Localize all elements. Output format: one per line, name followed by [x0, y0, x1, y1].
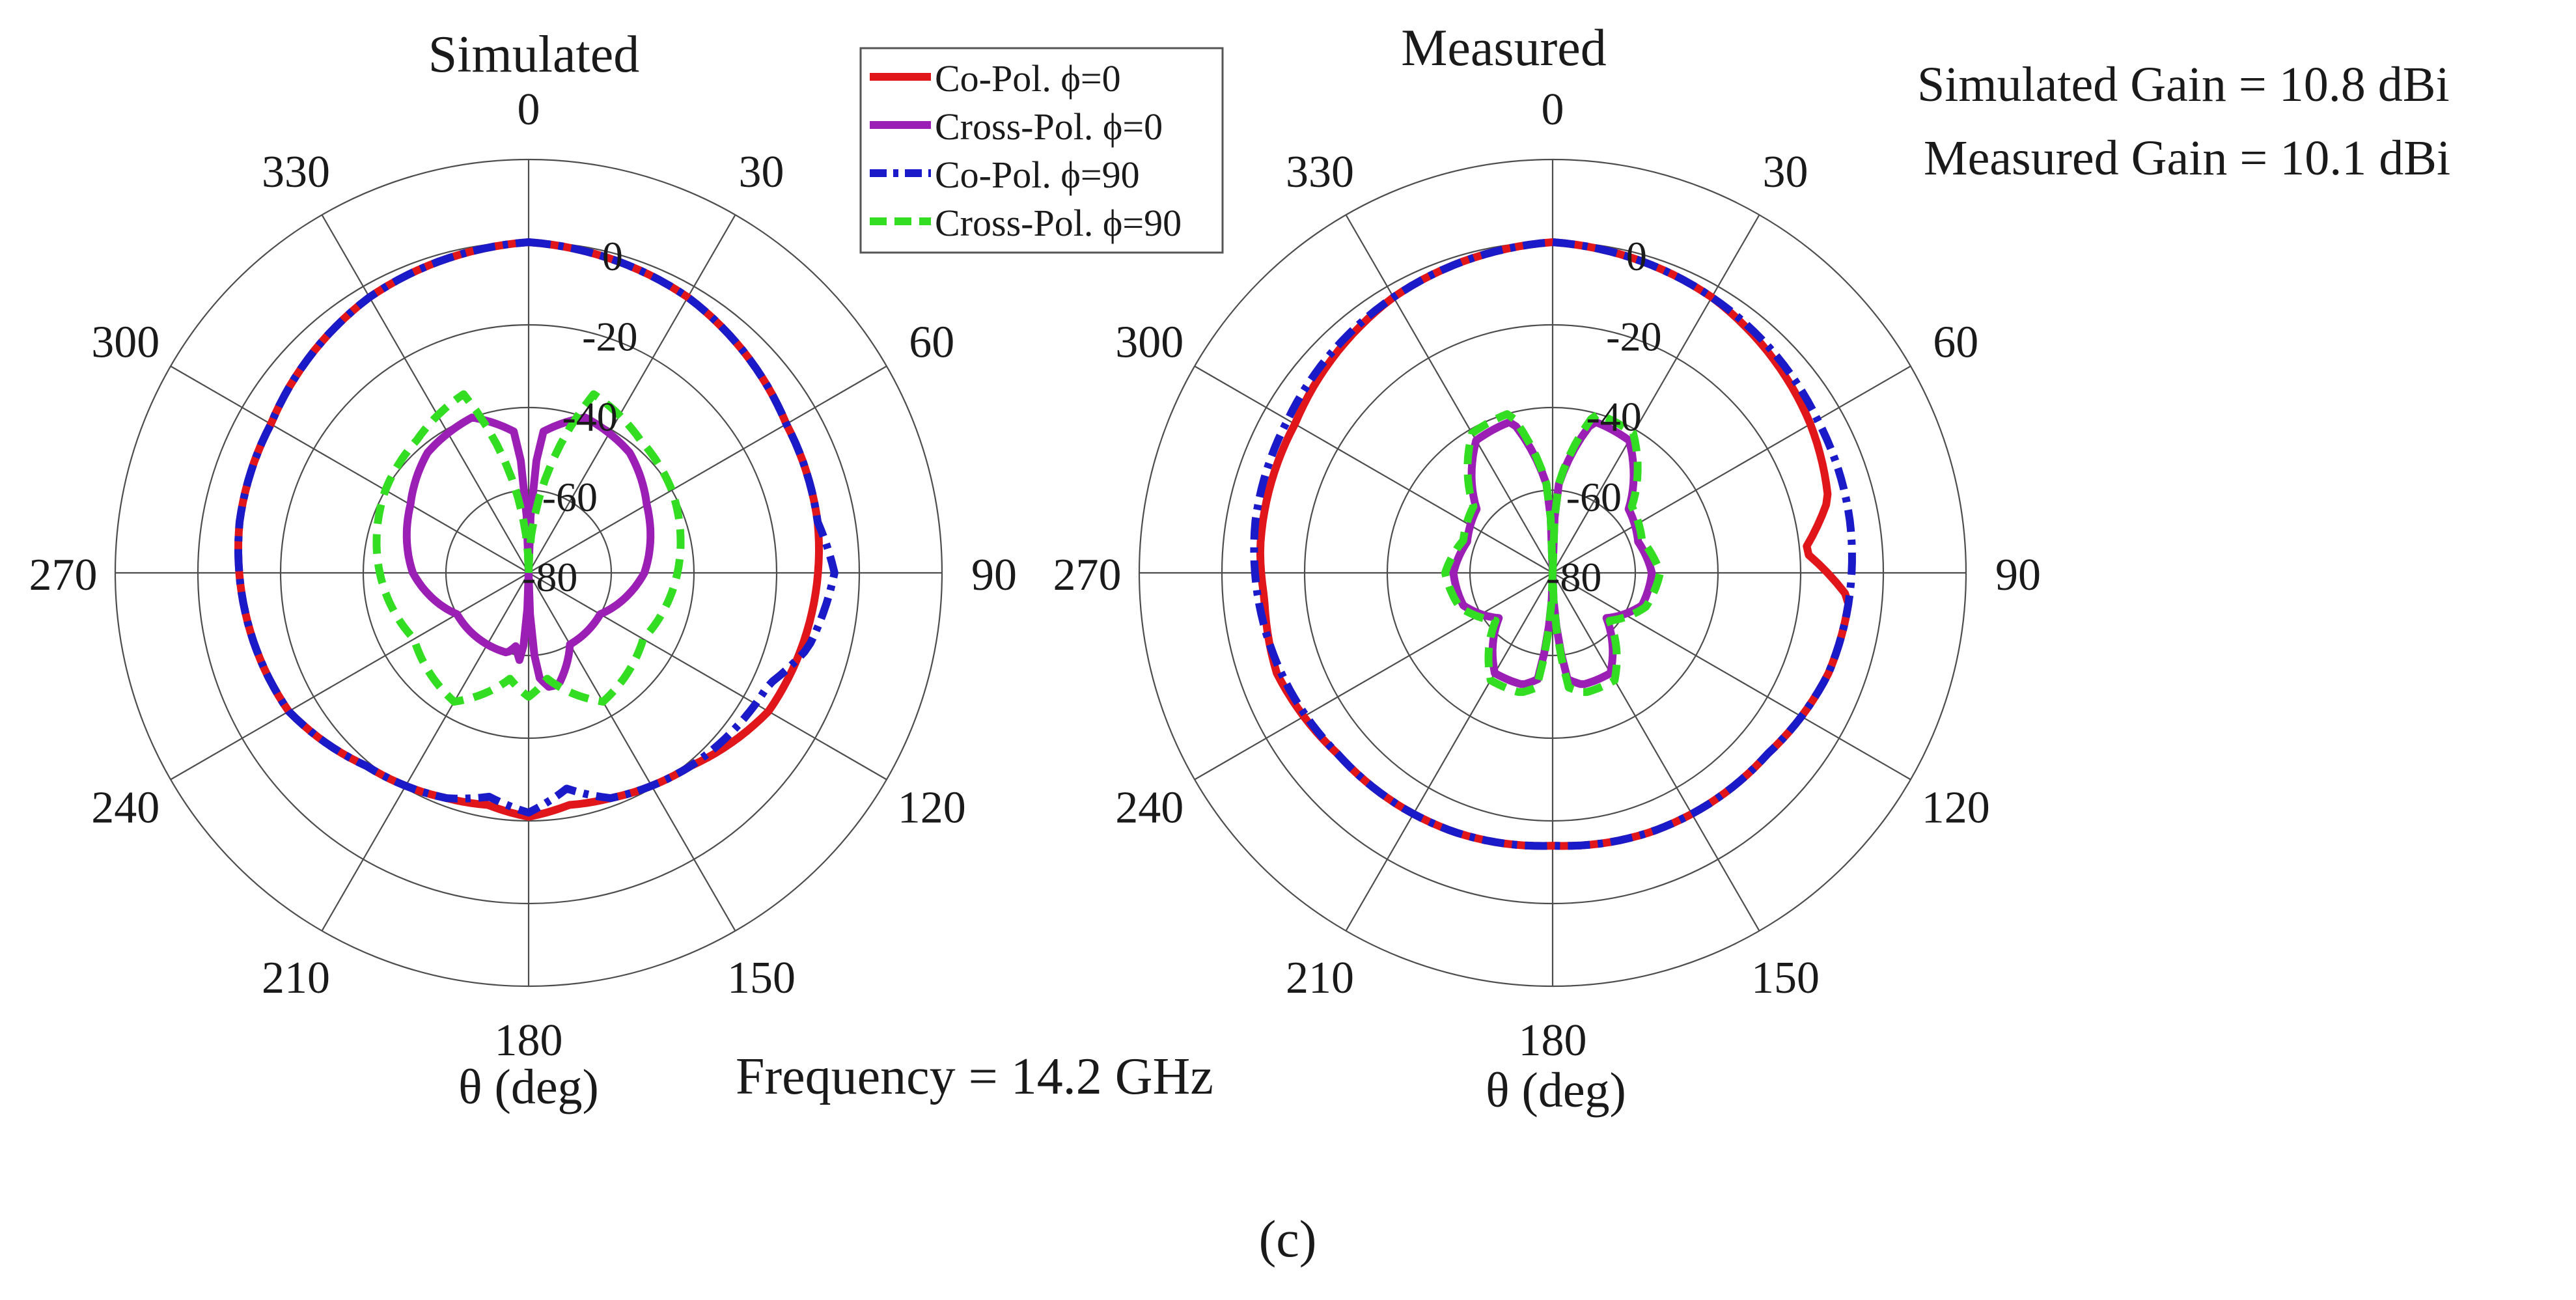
grid-spoke	[321, 572, 529, 932]
radial-tick-label: -40	[562, 394, 617, 440]
grid-spoke	[1552, 365, 1911, 574]
legend-label: Co-Pol. ϕ=90	[935, 154, 1140, 196]
legend-label: Cross-Pol. ϕ=90	[935, 202, 1182, 244]
radial-tick-label: 0	[1626, 233, 1647, 279]
grid-spoke	[1194, 365, 1553, 574]
grid-spoke	[170, 572, 529, 781]
angle-tick-label: 120	[898, 783, 966, 833]
angle-tick-label: 240	[91, 783, 159, 833]
angle-tick-label: 210	[262, 953, 330, 1003]
radial-tick-label: -80	[522, 554, 577, 600]
measured-xlabel: θ (deg)	[1486, 1063, 1626, 1118]
angle-tick-label: 180	[1519, 1016, 1587, 1066]
grid-spoke	[528, 572, 887, 781]
grid-spoke	[1345, 214, 1553, 574]
simulated-title: Simulated	[428, 26, 639, 83]
angle-tick-label: 30	[739, 147, 784, 197]
angle-tick-label: 300	[1115, 318, 1184, 368]
simulated-polar-plot: Simulated 0 -20 -40 -60 -80 0 30 60 90 120 150 180…	[29, 26, 1018, 1114]
grid-spoke	[1345, 572, 1553, 932]
grid-spoke	[1552, 572, 1760, 932]
grid-spoke	[170, 365, 529, 574]
angle-tick-label: 210	[1286, 953, 1354, 1003]
measured-traces	[1250, 238, 1856, 850]
figure-caption: (c)	[1259, 1211, 1317, 1268]
grid-spoke	[528, 214, 736, 574]
simulated-radial-ticks: 0 -20 -40 -60 -80	[522, 233, 637, 600]
angle-tick-label: 270	[29, 550, 98, 600]
angle-tick-label: 240	[1115, 783, 1184, 833]
angle-tick-label: 270	[1053, 550, 1122, 600]
angle-tick-label: 90	[1995, 550, 2041, 600]
angle-tick-label: 90	[971, 550, 1017, 600]
legend-label: Co-Pol. ϕ=0	[935, 57, 1121, 100]
radial-tick-label: -60	[1566, 474, 1622, 520]
measured-radial-ticks: 0 -20 -40 -60 -80	[1546, 233, 1661, 600]
angle-tick-label: 60	[1933, 318, 1978, 368]
radial-tick-label: 0	[602, 233, 623, 279]
angle-tick-label: 30	[1763, 147, 1808, 197]
radial-tick-label: -20	[1606, 313, 1661, 359]
grid-spoke	[321, 214, 529, 574]
legend: Co-Pol. ϕ=0 Cross-Pol. ϕ=0 Co-Pol. ϕ=90 Cro…	[859, 47, 1224, 254]
trace-cross-pol-90	[1441, 410, 1665, 697]
angle-tick-label: 0	[518, 85, 540, 135]
radial-tick-label: -40	[1586, 394, 1641, 440]
trace-co-pol-90	[234, 238, 838, 817]
legend-label: Cross-Pol. ϕ=0	[935, 105, 1163, 148]
grid-spoke	[528, 365, 887, 574]
trace-cross-pol-90	[372, 390, 685, 706]
measured-gain-note: Measured Gain = 10.1 dBi	[1924, 131, 2450, 186]
angle-tick-label: 60	[909, 318, 954, 368]
simulated-gain-note: Simulated Gain = 10.8 dBi	[1917, 57, 2450, 112]
grid-spoke	[1552, 572, 1911, 781]
measured-title: Measured	[1401, 20, 1606, 77]
trace-co-pol-90	[1250, 238, 1856, 850]
trace-co-pol-0	[1256, 238, 1853, 850]
angle-tick-label: 0	[1542, 85, 1564, 135]
grid-spoke	[1552, 214, 1760, 574]
angle-tick-label: 330	[1286, 147, 1354, 197]
radial-tick-label: -20	[582, 313, 637, 359]
radial-tick-label: -60	[542, 474, 598, 520]
measured-angle-ticks: 0 30 60 90 120 150 180 210 240 270 300 330	[1053, 85, 2042, 1066]
angle-tick-label: 120	[1922, 783, 1990, 833]
simulated-angle-ticks: 0 30 60 90 120 150 180 210 240 270 300 330	[29, 85, 1018, 1066]
simulated-traces	[234, 238, 838, 821]
frequency-note: Frequency = 14.2 GHz	[736, 1048, 1213, 1105]
angle-tick-label: 330	[262, 147, 330, 197]
angle-tick-label: 150	[1751, 953, 1820, 1003]
angle-tick-label: 300	[91, 318, 159, 368]
grid-spoke	[528, 572, 736, 932]
angle-tick-label: 150	[727, 953, 796, 1003]
measured-polar-plot: Measured 0 -20 -40 -60 -80 0 30 60 90 120 150 180 2…	[1053, 20, 2042, 1118]
grid-spoke	[1194, 572, 1553, 781]
radial-tick-label: -80	[1546, 554, 1601, 600]
simulated-xlabel: θ (deg)	[458, 1060, 599, 1114]
angle-tick-label: 180	[495, 1016, 563, 1066]
